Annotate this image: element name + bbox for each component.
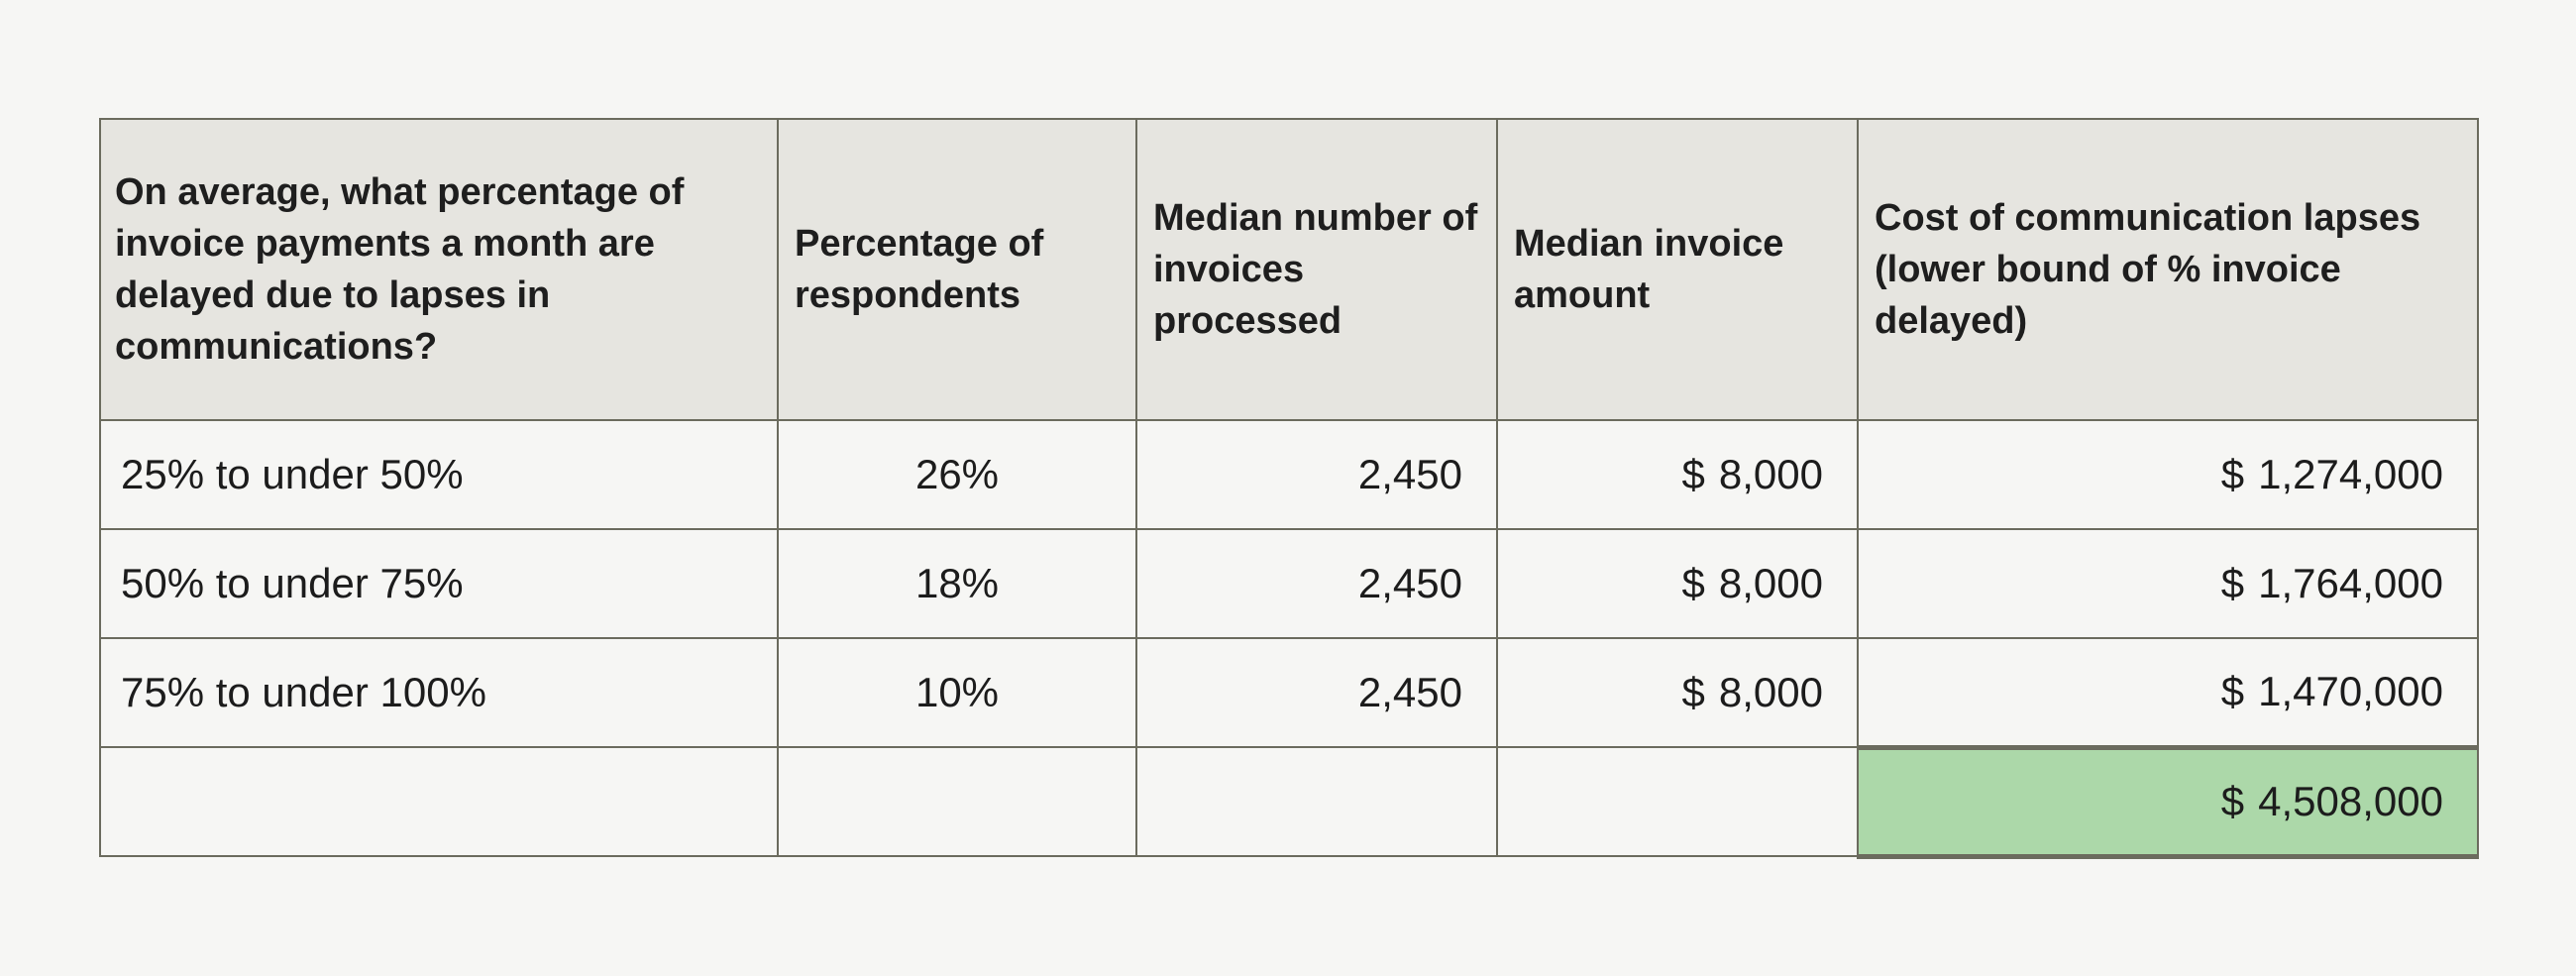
- cell-cost: $1,764,000: [1857, 528, 2479, 639]
- communication-lapse-cost-table: On average, what percentage of invoice p…: [99, 118, 2479, 859]
- cost-table-container: On average, what percentage of invoice p…: [99, 118, 2479, 859]
- amount-value: 8,000: [1718, 560, 1823, 606]
- cell-amount: $8,000: [1496, 637, 1859, 748]
- header-cost-of-lapses: Cost of communication lapses (lower boun…: [1857, 118, 2479, 421]
- cell-percent: 10%: [777, 637, 1137, 748]
- total-cost-cell: $4,508,000: [1857, 744, 2479, 859]
- cell-invoices: 2,450: [1135, 419, 1498, 530]
- currency-symbol: $: [1681, 451, 1705, 497]
- cell-cost: $1,470,000: [1857, 637, 2479, 748]
- cost-value: 1,764,000: [2258, 560, 2443, 606]
- cell-range: 75% to under 100%: [99, 637, 779, 748]
- header-percentage-respondents: Percentage of respondents: [777, 118, 1137, 421]
- amount-value: 8,000: [1718, 451, 1823, 497]
- cell-invoices: 2,450: [1135, 637, 1498, 748]
- total-cost-value: 4,508,000: [2258, 778, 2443, 824]
- currency-symbol: $: [2220, 668, 2245, 715]
- header-median-invoice-amount: Median invoice amount: [1496, 118, 1859, 421]
- cell-amount: $8,000: [1496, 528, 1859, 639]
- cost-value: 1,470,000: [2258, 668, 2443, 715]
- header-row: On average, what percentage of invoice p…: [99, 118, 2479, 421]
- table-row: 75% to under 100% 10% 2,450 $8,000 $1,47…: [99, 637, 2479, 748]
- currency-symbol: $: [2220, 451, 2245, 497]
- cell-cost: $1,274,000: [1857, 419, 2479, 530]
- currency-symbol: $: [2220, 560, 2245, 606]
- table-row: 50% to under 75% 18% 2,450 $8,000 $1,764…: [99, 528, 2479, 639]
- currency-symbol: $: [1681, 669, 1705, 715]
- currency-symbol: $: [2220, 778, 2245, 824]
- total-row: $4,508,000: [99, 744, 2479, 859]
- table-row: 25% to under 50% 26% 2,450 $8,000 $1,274…: [99, 419, 2479, 530]
- amount-value: 8,000: [1718, 669, 1823, 715]
- empty-cell: [1135, 746, 1498, 857]
- header-delay-question: On average, what percentage of invoice p…: [99, 118, 779, 421]
- header-median-invoices: Median number of invoices processed: [1135, 118, 1498, 421]
- cell-range: 50% to under 75%: [99, 528, 779, 639]
- cell-percent: 26%: [777, 419, 1137, 530]
- empty-cell: [1496, 746, 1859, 857]
- cell-amount: $8,000: [1496, 419, 1859, 530]
- empty-cell: [99, 746, 779, 857]
- currency-symbol: $: [1681, 560, 1705, 606]
- empty-cell: [777, 746, 1137, 857]
- cell-invoices: 2,450: [1135, 528, 1498, 639]
- cost-value: 1,274,000: [2258, 451, 2443, 497]
- cell-range: 25% to under 50%: [99, 419, 779, 530]
- cell-percent: 18%: [777, 528, 1137, 639]
